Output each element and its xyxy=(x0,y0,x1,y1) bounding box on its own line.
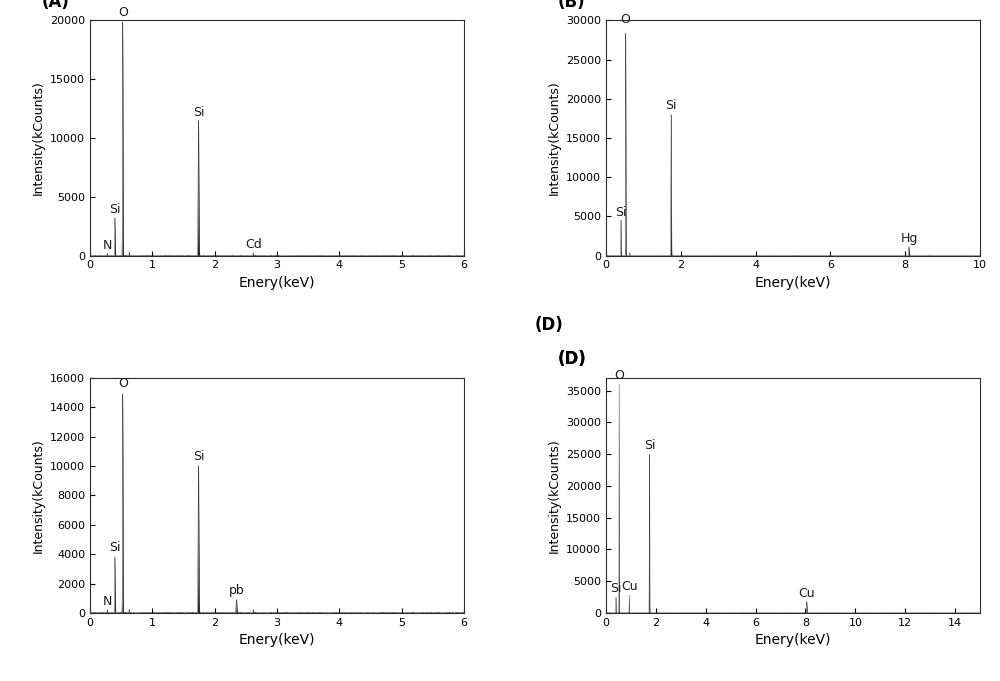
Text: Cu: Cu xyxy=(798,586,815,599)
Text: Si: Si xyxy=(109,203,121,216)
Text: (A): (A) xyxy=(41,0,69,11)
Text: Si: Si xyxy=(109,541,121,554)
Text: N: N xyxy=(103,595,112,607)
Text: (D): (D) xyxy=(557,351,586,368)
Text: Cu: Cu xyxy=(621,580,638,593)
Text: (B): (B) xyxy=(557,0,585,11)
Text: O: O xyxy=(614,368,624,381)
Text: N: N xyxy=(103,239,112,252)
Text: Si: Si xyxy=(193,106,204,118)
Y-axis label: Intensity(kCounts): Intensity(kCounts) xyxy=(31,80,44,195)
X-axis label: Enery(keV): Enery(keV) xyxy=(755,276,831,290)
Text: Si: Si xyxy=(665,99,677,112)
X-axis label: Enery(keV): Enery(keV) xyxy=(239,633,315,648)
Text: Cd: Cd xyxy=(245,238,262,251)
Text: Si: Si xyxy=(193,450,204,463)
Text: O: O xyxy=(621,13,631,26)
Text: O: O xyxy=(118,377,128,390)
Text: Hg: Hg xyxy=(900,232,918,245)
Y-axis label: Intensity(kCounts): Intensity(kCounts) xyxy=(548,80,561,195)
Y-axis label: Intensity(kCounts): Intensity(kCounts) xyxy=(548,438,561,553)
Text: (D): (D) xyxy=(535,316,564,334)
Text: (D): (D) xyxy=(557,351,586,368)
Text: Si: Si xyxy=(610,582,622,595)
Text: Si: Si xyxy=(644,439,655,452)
Text: pb: pb xyxy=(229,584,244,597)
Text: O: O xyxy=(118,6,128,19)
Y-axis label: Intensity(kCounts): Intensity(kCounts) xyxy=(31,438,44,553)
Text: Si: Si xyxy=(615,206,627,219)
X-axis label: Enery(keV): Enery(keV) xyxy=(239,276,315,290)
X-axis label: Enery(keV): Enery(keV) xyxy=(755,633,831,648)
